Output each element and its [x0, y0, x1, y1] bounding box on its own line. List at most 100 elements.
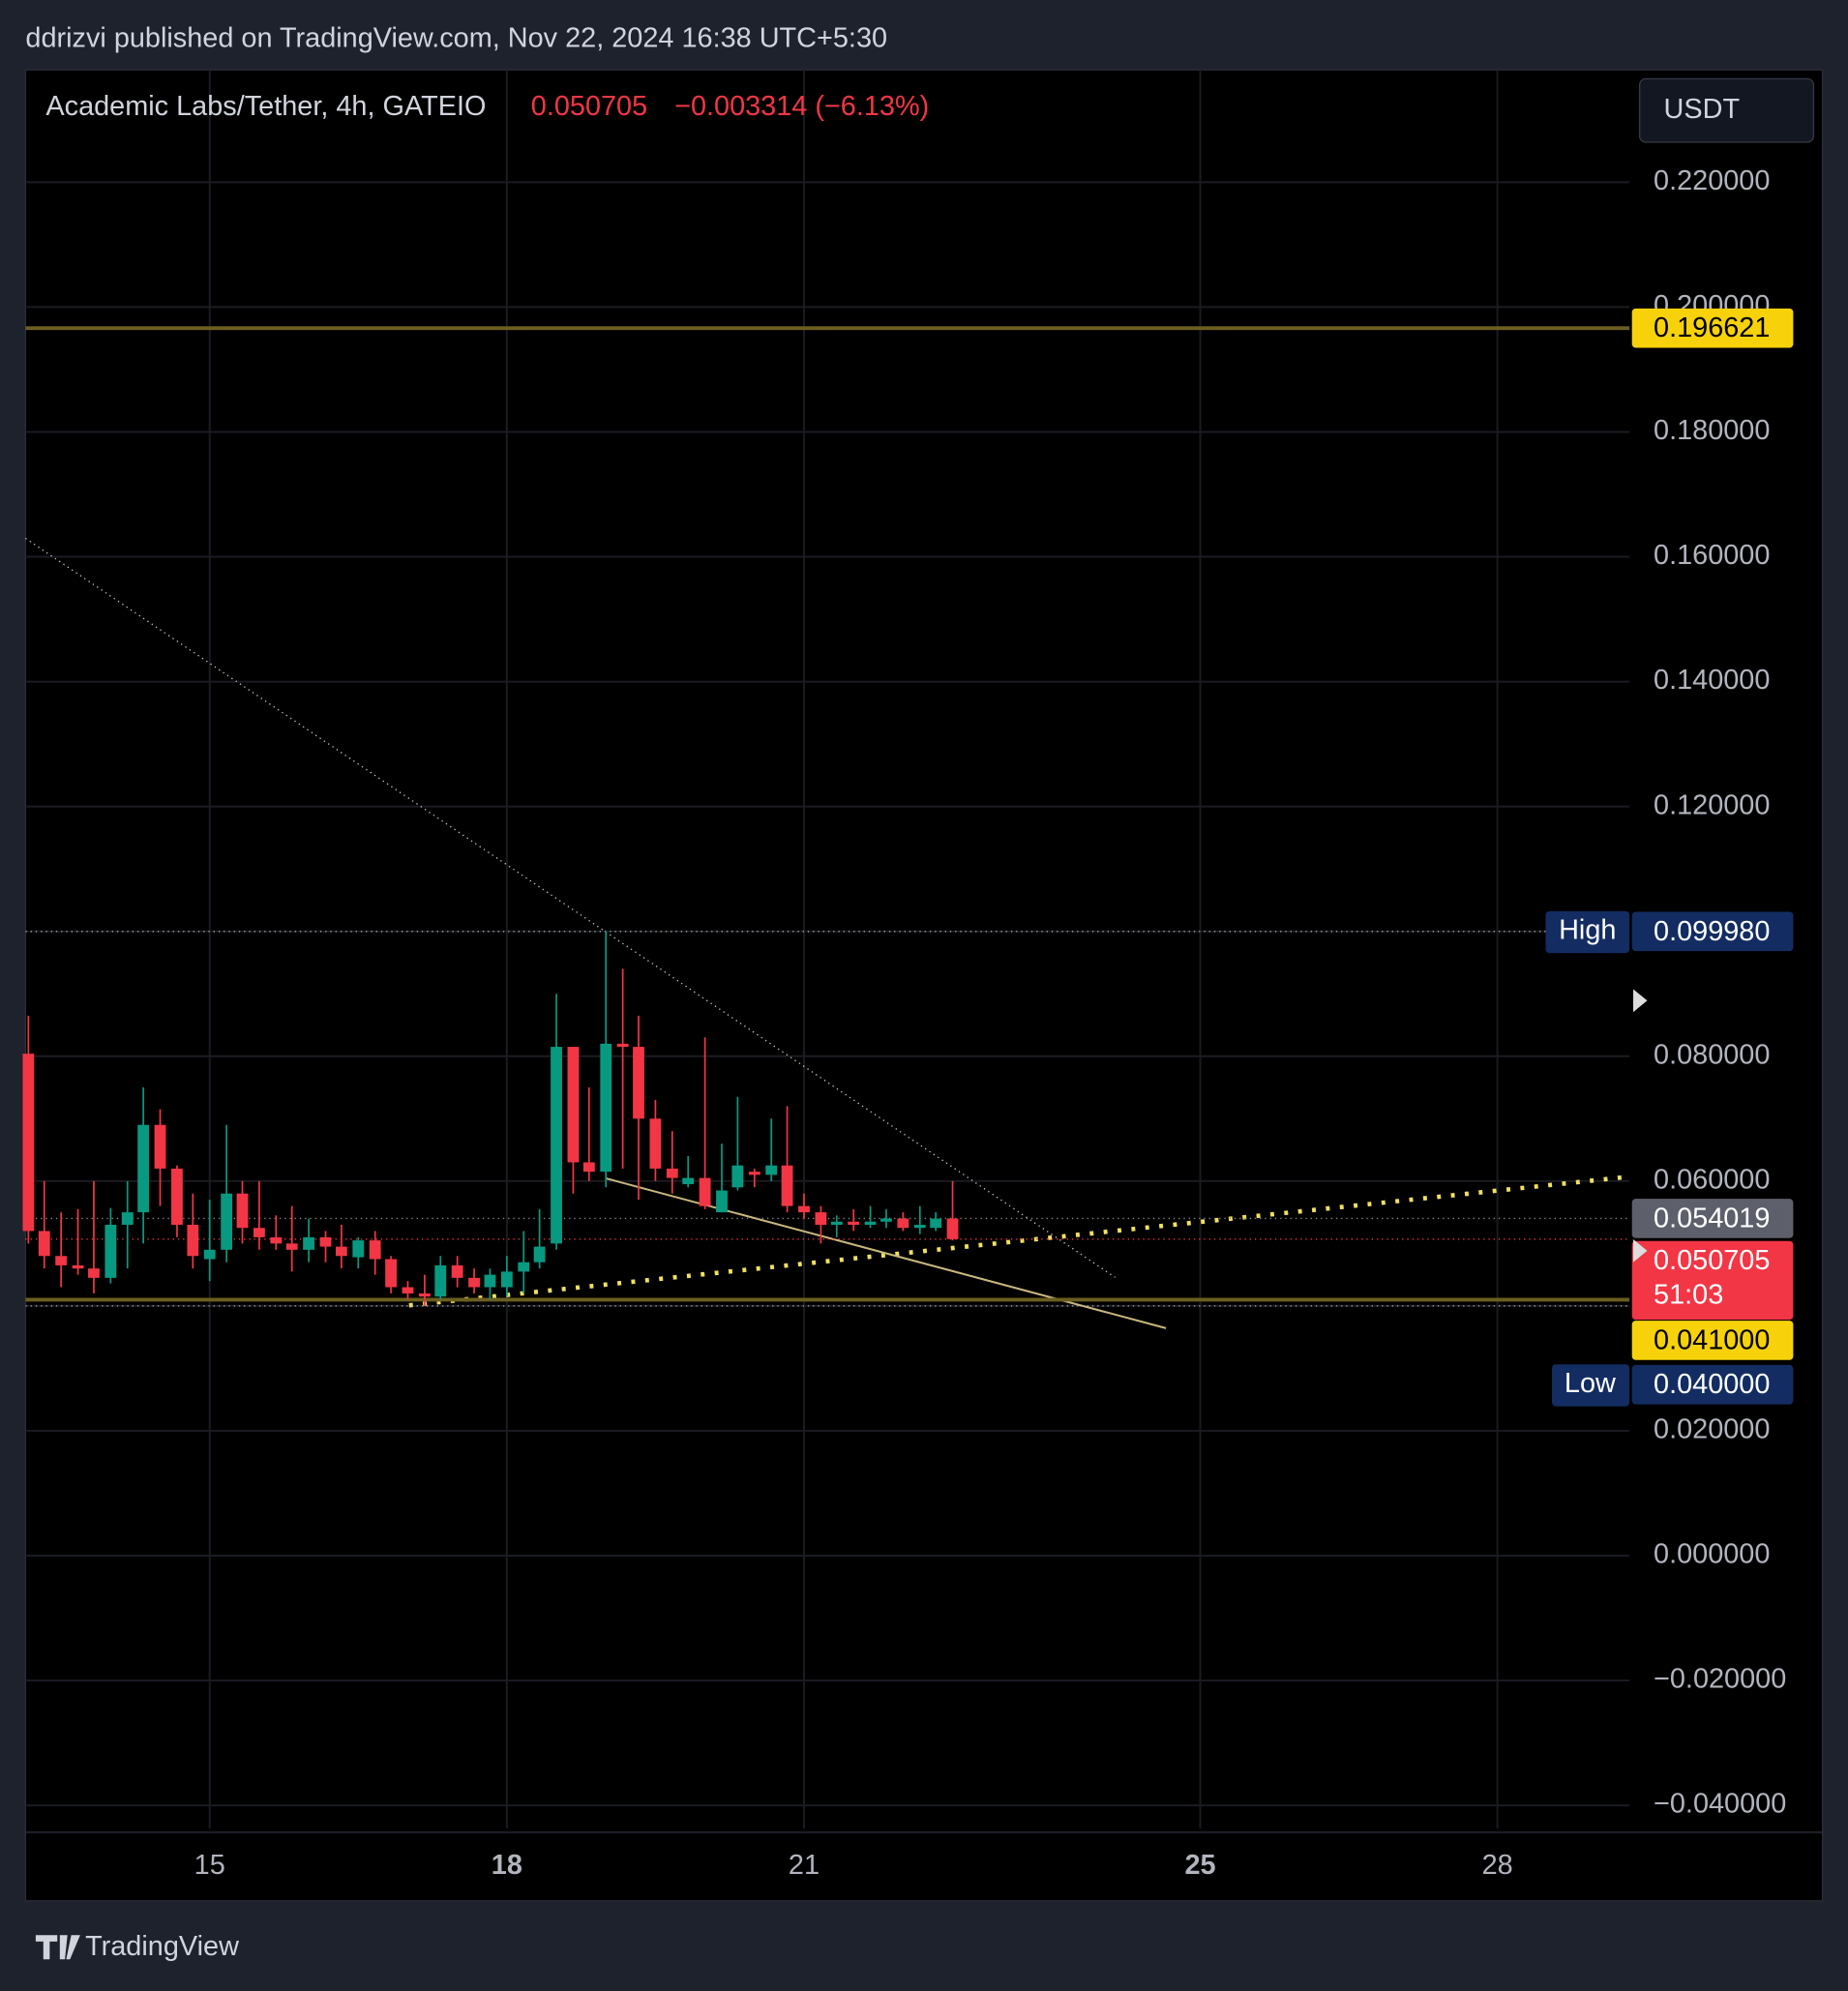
- candle-body: [848, 1221, 860, 1225]
- candle-body: [533, 1246, 546, 1263]
- level-label: 0.041000: [1654, 1324, 1770, 1355]
- low-tag: [1552, 1364, 1630, 1407]
- candle-body: [88, 1268, 100, 1278]
- candle-body: [385, 1259, 397, 1288]
- high-text: High: [1559, 914, 1616, 945]
- y-tick-label: 0.120000: [1654, 789, 1770, 820]
- y-tick-label: 0.220000: [1654, 165, 1770, 196]
- candle-body: [748, 1172, 760, 1175]
- price-change: −0.003314 (−6.13%): [674, 91, 929, 122]
- candle-body: [798, 1205, 810, 1213]
- y-tick-label: 0.000000: [1654, 1539, 1770, 1570]
- y-tick-label: −0.020000: [1654, 1664, 1786, 1695]
- brand-name: TradingView: [85, 1931, 239, 1962]
- y-tick-label: 0.180000: [1654, 415, 1770, 446]
- price-axis: 0.2200000.2000000.1800000.1600000.140000…: [194, 165, 1794, 1881]
- level-label: 0.196621: [1654, 312, 1770, 343]
- candle-body: [468, 1277, 480, 1288]
- candle-body: [716, 1190, 728, 1213]
- y-tick-label: 0.060000: [1654, 1164, 1770, 1195]
- candle-body: [38, 1231, 50, 1257]
- candle-body: [203, 1249, 216, 1260]
- low-text: Low: [1565, 1368, 1616, 1399]
- arrow-icon: [1633, 1239, 1648, 1263]
- candle-body: [582, 1162, 595, 1173]
- x-tick-label: 15: [194, 1850, 225, 1881]
- candle-body: [402, 1287, 414, 1293]
- low-price-label-box: [1631, 1364, 1794, 1405]
- x-tick-label: 21: [789, 1850, 820, 1881]
- candle-body: [682, 1177, 695, 1185]
- candle-body: [253, 1228, 265, 1237]
- chart-frame: [24, 69, 1824, 1902]
- candle-body: [731, 1165, 744, 1188]
- candle-body: [551, 1047, 562, 1244]
- published-line: ddrizvi published on TradingView.com, No…: [25, 22, 887, 53]
- candle-body: [352, 1240, 365, 1258]
- candle-body: [765, 1165, 778, 1175]
- candle-body: [319, 1236, 332, 1247]
- trend-line: [605, 1177, 1167, 1329]
- y-tick-label: 0.080000: [1654, 1039, 1770, 1070]
- candle-body: [72, 1264, 84, 1269]
- plot: [22, 326, 1630, 1329]
- candle-body: [22, 1054, 35, 1232]
- candle-body: [270, 1236, 283, 1244]
- currency-label[interactable]: USDT: [1664, 94, 1741, 125]
- x-tick-label: 18: [492, 1850, 522, 1881]
- brand-logo: [35, 1935, 80, 1960]
- candle-body: [666, 1168, 678, 1178]
- candle-body: [104, 1224, 117, 1278]
- y-tick-label: 0.140000: [1654, 665, 1770, 696]
- candle-body: [303, 1236, 315, 1250]
- high-price-label-box: [1631, 911, 1794, 952]
- candle-body: [369, 1240, 381, 1260]
- level-label-box: [1631, 308, 1794, 348]
- candle-body: [451, 1264, 463, 1278]
- candle-body: [815, 1212, 827, 1225]
- candle-body: [781, 1165, 793, 1206]
- candle-body: [221, 1193, 233, 1250]
- grid: [25, 70, 1823, 1833]
- high-tag: [1545, 910, 1630, 954]
- candle-body: [600, 1043, 612, 1173]
- candle-body: [418, 1293, 431, 1297]
- candle-body: [55, 1256, 68, 1265]
- x-tick-label: 28: [1482, 1850, 1513, 1881]
- candle-body: [154, 1124, 166, 1169]
- candle-body: [897, 1218, 909, 1229]
- prev-close-label-box: [1631, 1199, 1794, 1238]
- candle-body: [518, 1262, 530, 1272]
- candle-body: [830, 1221, 843, 1225]
- candle-body: [121, 1212, 134, 1225]
- prev-close-label: 0.054019: [1654, 1203, 1770, 1233]
- currency-button[interactable]: [1638, 77, 1815, 143]
- trend-line: [25, 537, 1116, 1278]
- candle-body: [187, 1224, 199, 1257]
- countdown: 51:03: [1654, 1279, 1723, 1310]
- last-price-label: 0.050705: [1654, 1245, 1770, 1276]
- candle-body: [913, 1224, 926, 1229]
- last-price: 0.050705: [531, 91, 647, 122]
- candle-body: [285, 1243, 298, 1250]
- high-price-label: 0.099980: [1654, 916, 1770, 947]
- y-tick-label: −0.040000: [1654, 1789, 1786, 1820]
- y-tick-label: 0.160000: [1654, 540, 1770, 571]
- candle-body: [864, 1221, 877, 1225]
- candle-body: [567, 1047, 580, 1163]
- y-tick-label: 0.020000: [1654, 1414, 1770, 1445]
- candle-body: [484, 1274, 496, 1288]
- candle-body: [335, 1246, 347, 1257]
- arrow-icon: [1633, 989, 1648, 1013]
- candle-body: [946, 1218, 959, 1239]
- candle-body: [171, 1168, 183, 1225]
- candle-body: [616, 1043, 629, 1048]
- symbol-title: Academic Labs/Tether, 4h, GATEIO: [45, 91, 486, 122]
- candle-body: [434, 1264, 447, 1297]
- candle-body: [633, 1047, 644, 1119]
- low-price-label: 0.040000: [1654, 1369, 1770, 1400]
- candle-body: [236, 1193, 249, 1229]
- candle-body: [930, 1218, 942, 1229]
